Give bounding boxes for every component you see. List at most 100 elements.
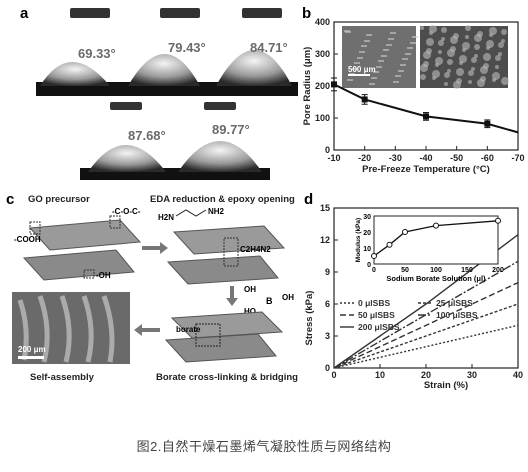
step-self-assembly: Self-assembly — [30, 372, 95, 383]
inset-x-tick-label: 150 — [461, 267, 473, 274]
sem-pore — [495, 65, 499, 69]
x-tick-label-b: -20 — [358, 153, 371, 163]
sem-pore — [459, 61, 463, 65]
angle-3: 84.71° — [250, 40, 288, 55]
sem-flake — [393, 81, 399, 83]
modulus-point — [402, 229, 408, 235]
sem-pore — [498, 52, 502, 56]
modulus-point — [495, 217, 501, 224]
y-tick-label-b: 100 — [315, 113, 330, 123]
angle-5: 89.77° — [212, 122, 250, 137]
scale-bar-c-label: 200 μm — [18, 345, 46, 354]
sem-pore — [501, 39, 505, 43]
needle-5 — [204, 102, 236, 110]
inset-y-axis-label: Modulus (kPa) — [355, 218, 362, 262]
inset-y-tick-label: 10 — [363, 246, 371, 253]
modulus-point — [433, 222, 439, 229]
scale-bar-c — [18, 356, 44, 359]
scale-bar-b — [348, 74, 370, 76]
inset-x-tick-label: 0 — [372, 267, 376, 274]
arrow-2-head — [226, 298, 238, 306]
eda-box — [223, 237, 239, 267]
go-sheet-2 — [22, 249, 135, 281]
sem-pore — [468, 70, 474, 76]
group-cooh: -COOH — [14, 235, 41, 244]
inset-x-tick-label: 50 — [401, 267, 409, 274]
sem-flake — [398, 70, 404, 72]
inset-y-tick-label: 20 — [363, 230, 371, 237]
modulus-point — [371, 253, 377, 259]
y-tick-label-d: 6 — [325, 299, 330, 309]
panel-c-schematic: c GO precursor EDA reduction & epoxy ope… — [6, 191, 298, 383]
group-oh-right: OH — [282, 293, 294, 302]
y-tick-label-b: 0 — [325, 145, 330, 155]
sem-pore — [447, 69, 451, 73]
sem-pore — [447, 59, 453, 65]
sem-flake — [345, 31, 351, 33]
sem-flake — [366, 34, 372, 36]
group-b: B — [266, 296, 273, 306]
data-point — [331, 81, 337, 88]
inset-y-tick-label: 0 — [367, 262, 371, 269]
sem-flake — [347, 79, 353, 81]
legend-entry: 0 μlSBS — [358, 298, 390, 308]
sem-pore — [501, 77, 509, 85]
step-go-precursor: GO precursor — [28, 194, 90, 205]
sem-pore — [444, 72, 450, 78]
sem-pore — [438, 40, 444, 46]
sem-pore — [420, 74, 426, 80]
stress-series-line — [333, 260, 519, 369]
sem-flake — [357, 57, 363, 59]
sem-pore — [474, 54, 478, 58]
step-eda-reduction: EDA reduction & epoxy opening — [150, 194, 295, 205]
stress-series-line — [333, 303, 519, 369]
sem-pore — [450, 36, 458, 44]
group-h2n: H2N — [158, 213, 174, 222]
sem-flake — [354, 62, 360, 64]
stress-series-line — [333, 324, 519, 369]
sem-pore — [456, 68, 464, 76]
angle-1: 69.33° — [78, 46, 116, 61]
group-borate: borate — [176, 325, 201, 334]
droplet-4 — [88, 145, 166, 172]
y-tick-label-b: 400 — [315, 17, 330, 27]
x-tick-label-b: -70 — [511, 153, 524, 163]
panel-b-label: b — [302, 5, 311, 22]
sem-flake — [376, 66, 382, 68]
pore-radius-line — [333, 83, 519, 134]
sem-flake — [407, 47, 413, 49]
droplet-5 — [178, 141, 262, 172]
group-oh: -OH — [96, 271, 111, 280]
x-tick-label-d: 10 — [375, 370, 385, 380]
sem-pore — [444, 82, 448, 86]
angle-4: 87.68° — [128, 128, 166, 143]
sem-flake — [383, 49, 389, 51]
arrow-3-head — [134, 324, 142, 336]
sem-pore — [480, 66, 488, 74]
step-borate-crosslinking: Borate cross-linking & bridging — [156, 372, 298, 383]
scale-bar-b-label: 500 μm — [348, 65, 376, 74]
borate-sheet-1 — [170, 311, 284, 339]
sem-pore — [495, 55, 501, 61]
sem-pore — [471, 67, 475, 71]
sem-flake — [378, 60, 384, 62]
needle-2 — [160, 8, 200, 18]
eda-chain — [175, 209, 207, 217]
y-tick-label-d: 15 — [320, 203, 330, 213]
group-oh-top: OH — [244, 285, 256, 294]
sem-pore — [465, 35, 469, 39]
sem-pore — [471, 57, 477, 63]
y-tick-label-d: 9 — [325, 267, 330, 277]
sem-pore — [441, 37, 445, 41]
sem-flake — [361, 45, 367, 47]
panel-a-label: a — [20, 5, 29, 22]
borate-box — [195, 323, 221, 347]
panel-a: a 69.33° 79.43° 84.71° 87.68° 89.77° — [20, 5, 298, 180]
sem-pore — [420, 64, 428, 72]
y-tick-label-b: 300 — [315, 49, 330, 59]
y-axis-label-b: Pore Radius (μm) — [302, 47, 313, 126]
sem-pore — [474, 34, 482, 42]
x-tick-label-b: -40 — [419, 153, 432, 163]
needle-1 — [70, 8, 110, 18]
group-ho: HO — [244, 307, 256, 316]
